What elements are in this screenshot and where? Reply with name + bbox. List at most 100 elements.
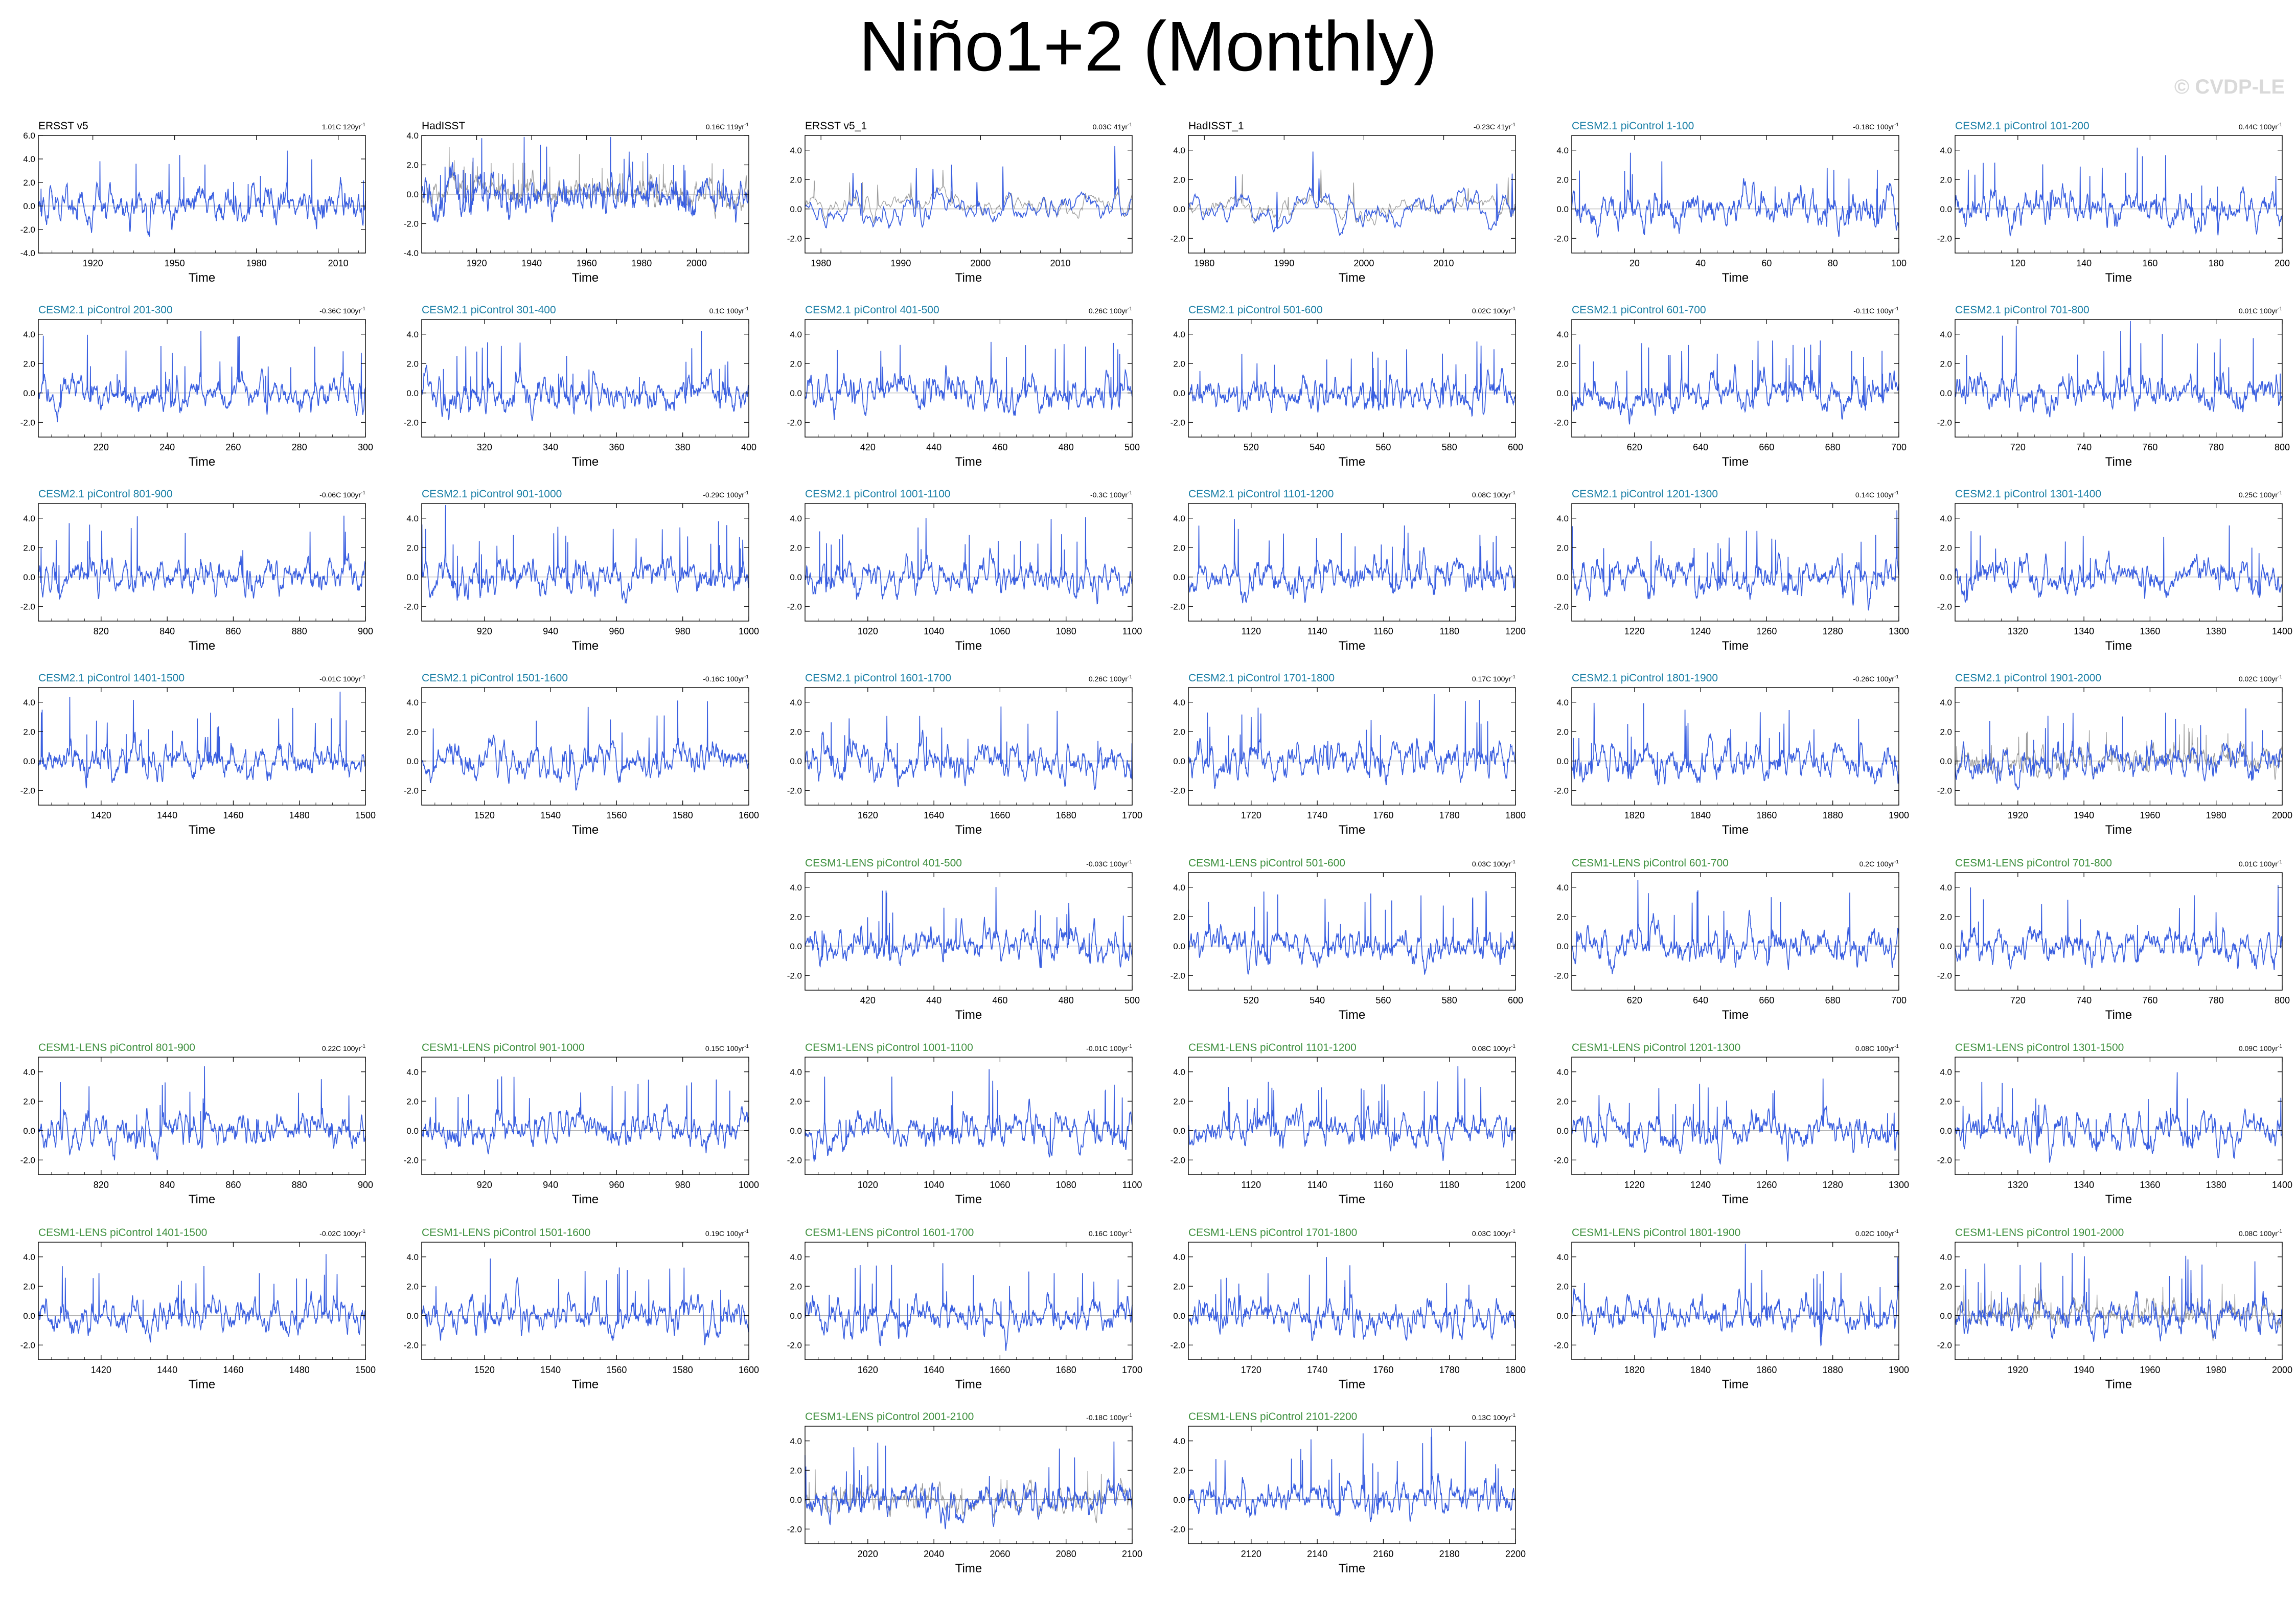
x-tick-label: 1260	[1756, 1180, 1777, 1190]
y-tick-label: 4.0	[23, 330, 35, 339]
x-axis-label: Time	[2105, 1378, 2132, 1391]
trend-exponent: -1	[2278, 122, 2282, 128]
trend-exponent: -1	[361, 1229, 365, 1234]
y-tick-label: -2.0	[20, 602, 35, 611]
x-tick-label: 640	[1693, 995, 1708, 1005]
page-title: Niño1+2 (Monthly)	[859, 7, 1437, 86]
x-tick-label: 580	[1442, 442, 1457, 452]
panel-trend: -0.02C 100yr-1	[319, 1229, 365, 1238]
panel-title: CESM1-LENS piControl 1501-1600	[422, 1227, 590, 1239]
x-tick-label: 1340	[2074, 1180, 2094, 1190]
plot-frame	[1571, 1057, 1899, 1175]
x-tick-label: 1740	[1307, 810, 1327, 820]
series-line	[421, 1258, 749, 1345]
y-tick-label: 0.0	[790, 1495, 802, 1505]
x-tick-label: 1040	[924, 1180, 944, 1190]
y-tick-label: 0.0	[406, 1126, 419, 1136]
x-tick-label: 1840	[1690, 810, 1711, 820]
y-tick-label: 0.0	[790, 573, 802, 582]
plot-frame	[1188, 1057, 1516, 1175]
plot-frame	[1188, 503, 1516, 622]
x-tick-label: 960	[609, 626, 624, 636]
x-tick-label: 1240	[1690, 626, 1711, 636]
x-tick-label: 1640	[924, 1365, 944, 1375]
x-tick-label: 1920	[467, 258, 487, 268]
x-tick-label: 1990	[1274, 258, 1294, 268]
series-line	[805, 1263, 1133, 1351]
x-axis-label: Time	[955, 823, 982, 837]
y-tick-label: -2.0	[1554, 786, 1569, 795]
x-tick-label: 1600	[739, 810, 759, 820]
x-tick-label: 1680	[1056, 810, 1076, 820]
trend-exponent: -1	[361, 490, 365, 496]
panel-title: CESM1-LENS piControl 601-700	[1572, 857, 1729, 869]
y-tick-label: 2.0	[1173, 1466, 1185, 1475]
x-tick-label: 720	[2010, 442, 2026, 452]
series-line	[1571, 152, 1899, 239]
chart-panel: CESM2.1 piControl 1901-2000 0.02C 100yr-1…	[1937, 672, 2292, 837]
y-tick-label: 0.0	[790, 1311, 802, 1321]
plot-frame	[1188, 1242, 1516, 1360]
plot-frame	[1955, 687, 2283, 806]
y-tick-label: 0.0	[406, 757, 419, 766]
trend-exponent: -1	[2278, 306, 2282, 312]
x-tick-label: 2040	[924, 1549, 944, 1559]
series-line	[38, 515, 366, 600]
y-tick-label: 2.0	[1556, 1096, 1569, 1106]
x-tick-label: 1980	[2206, 1365, 2226, 1375]
y-tick-label: 2.0	[23, 1282, 35, 1291]
panel-title: CESM1-LENS piControl 1301-1500	[1955, 1042, 2124, 1054]
y-tick-label: -2.0	[1554, 1340, 1569, 1350]
x-tick-label: 1940	[521, 258, 542, 268]
trend-exponent: -1	[361, 122, 365, 128]
x-tick-label: 920	[477, 626, 492, 636]
y-tick-label: 0.0	[1173, 388, 1185, 398]
chart-panel: CESM2.1 piControl 1401-1500 -0.01C 100yr-…	[20, 672, 376, 837]
y-tick-label: -2.0	[787, 1524, 802, 1534]
x-tick-label: 500	[1124, 995, 1140, 1005]
panel-title: CESM1-LENS piControl 501-600	[1188, 857, 1345, 869]
panel-title: CESM2.1 piControl 1601-1700	[805, 672, 951, 684]
y-tick-label: 0.0	[790, 1126, 802, 1136]
y-tick-label: -2.0	[1170, 1155, 1185, 1165]
trend-exponent: -1	[1511, 674, 1516, 680]
y-tick-label: -2.0	[787, 602, 802, 611]
x-tick-label: 2020	[858, 1549, 878, 1559]
y-tick-label: 4.0	[406, 1252, 419, 1262]
x-tick-label: 880	[292, 626, 307, 636]
panel-title: CESM2.1 piControl 1801-1900	[1572, 672, 1718, 684]
trend-exponent: -1	[1511, 1229, 1516, 1234]
plot-frame	[805, 1057, 1133, 1175]
trend-exponent: -1	[2278, 859, 2282, 865]
panel-title: CESM1-LENS piControl 1101-1200	[1188, 1042, 1357, 1054]
x-tick-label: 1980	[1194, 258, 1214, 268]
y-tick-label: 0.0	[23, 1126, 35, 1136]
y-tick-label: 2.0	[1940, 175, 1952, 185]
y-tick-label: 4.0	[1173, 514, 1185, 523]
x-tick-label: 1160	[1373, 626, 1393, 636]
x-tick-label: 1500	[355, 1365, 376, 1375]
y-tick-label: -2.0	[1554, 971, 1569, 980]
chart-panel: CESM2.1 piControl 1801-1900 -0.26C 100yr-…	[1554, 672, 1909, 837]
y-tick-label: -2.0	[1170, 786, 1185, 795]
plot-frame	[805, 872, 1133, 991]
x-tick-label: 2000	[970, 258, 991, 268]
x-axis-label: Time	[955, 1193, 982, 1206]
plot-frame	[1571, 503, 1899, 622]
plot-frame	[1955, 503, 2283, 622]
x-tick-label: 400	[741, 442, 756, 452]
x-tick-label: 1580	[673, 810, 693, 820]
x-tick-label: 1560	[606, 810, 627, 820]
x-tick-label: 1480	[289, 810, 310, 820]
panel-title: CESM2.1 piControl 101-200	[1955, 120, 2090, 132]
trend-exponent: -1	[1128, 1229, 1132, 1234]
x-tick-label: 800	[2275, 995, 2290, 1005]
series-line	[1571, 1078, 1899, 1165]
x-tick-label: 580	[1442, 995, 1457, 1005]
y-tick-label: 2.0	[1173, 912, 1185, 922]
panel-trend: 0.02C 100yr-1	[2239, 674, 2283, 683]
panel-title: CESM1-LENS piControl 2001-2100	[805, 1411, 974, 1423]
series-line	[38, 150, 366, 237]
series-line	[1571, 880, 1899, 974]
